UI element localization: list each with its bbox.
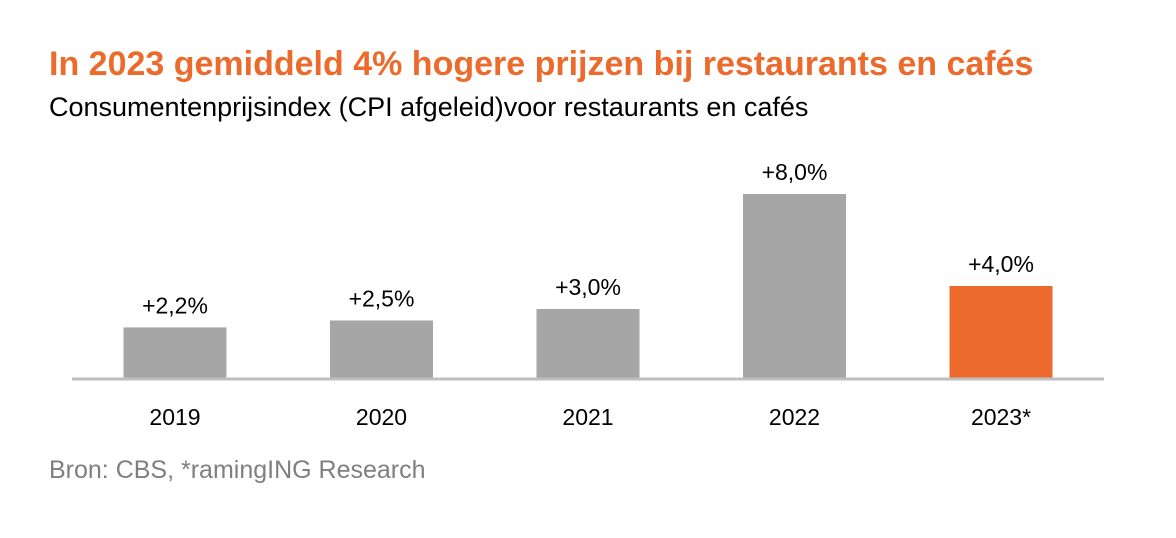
data-label: +8,0% bbox=[762, 159, 828, 185]
data-label: +2,2% bbox=[142, 292, 208, 318]
bars-group bbox=[123, 194, 1053, 378]
chart-subtitle: Consumentenprijsindex (CPI afgeleid)voor… bbox=[49, 92, 809, 122]
x-tick-label: 2019 bbox=[149, 404, 200, 430]
data-label: +4,0% bbox=[968, 251, 1034, 277]
data-label: +2,5% bbox=[349, 286, 415, 312]
chart-title: In 2023 gemiddeld 4% hogere prijzen bij … bbox=[49, 45, 1034, 83]
data-label: +3,0% bbox=[555, 274, 621, 300]
bar-2021 bbox=[536, 309, 640, 378]
labels-group: +2,2% 2019 +2,5% 2020 +3,0% 2021 +8,0% 2022 +4,0… bbox=[142, 159, 1034, 430]
bar-2020 bbox=[330, 320, 433, 378]
x-tick-label: 2021 bbox=[562, 404, 613, 430]
x-tick-label: 2020 bbox=[356, 404, 407, 430]
x-tick-label: 2023* bbox=[971, 404, 1031, 430]
x-tick-label: 2022 bbox=[769, 404, 820, 430]
bar-2022 bbox=[743, 194, 846, 378]
source-note: Bron: CBS, *ramingING Research bbox=[49, 456, 426, 484]
bar-2019 bbox=[123, 327, 227, 378]
bar-2023 bbox=[949, 286, 1053, 378]
